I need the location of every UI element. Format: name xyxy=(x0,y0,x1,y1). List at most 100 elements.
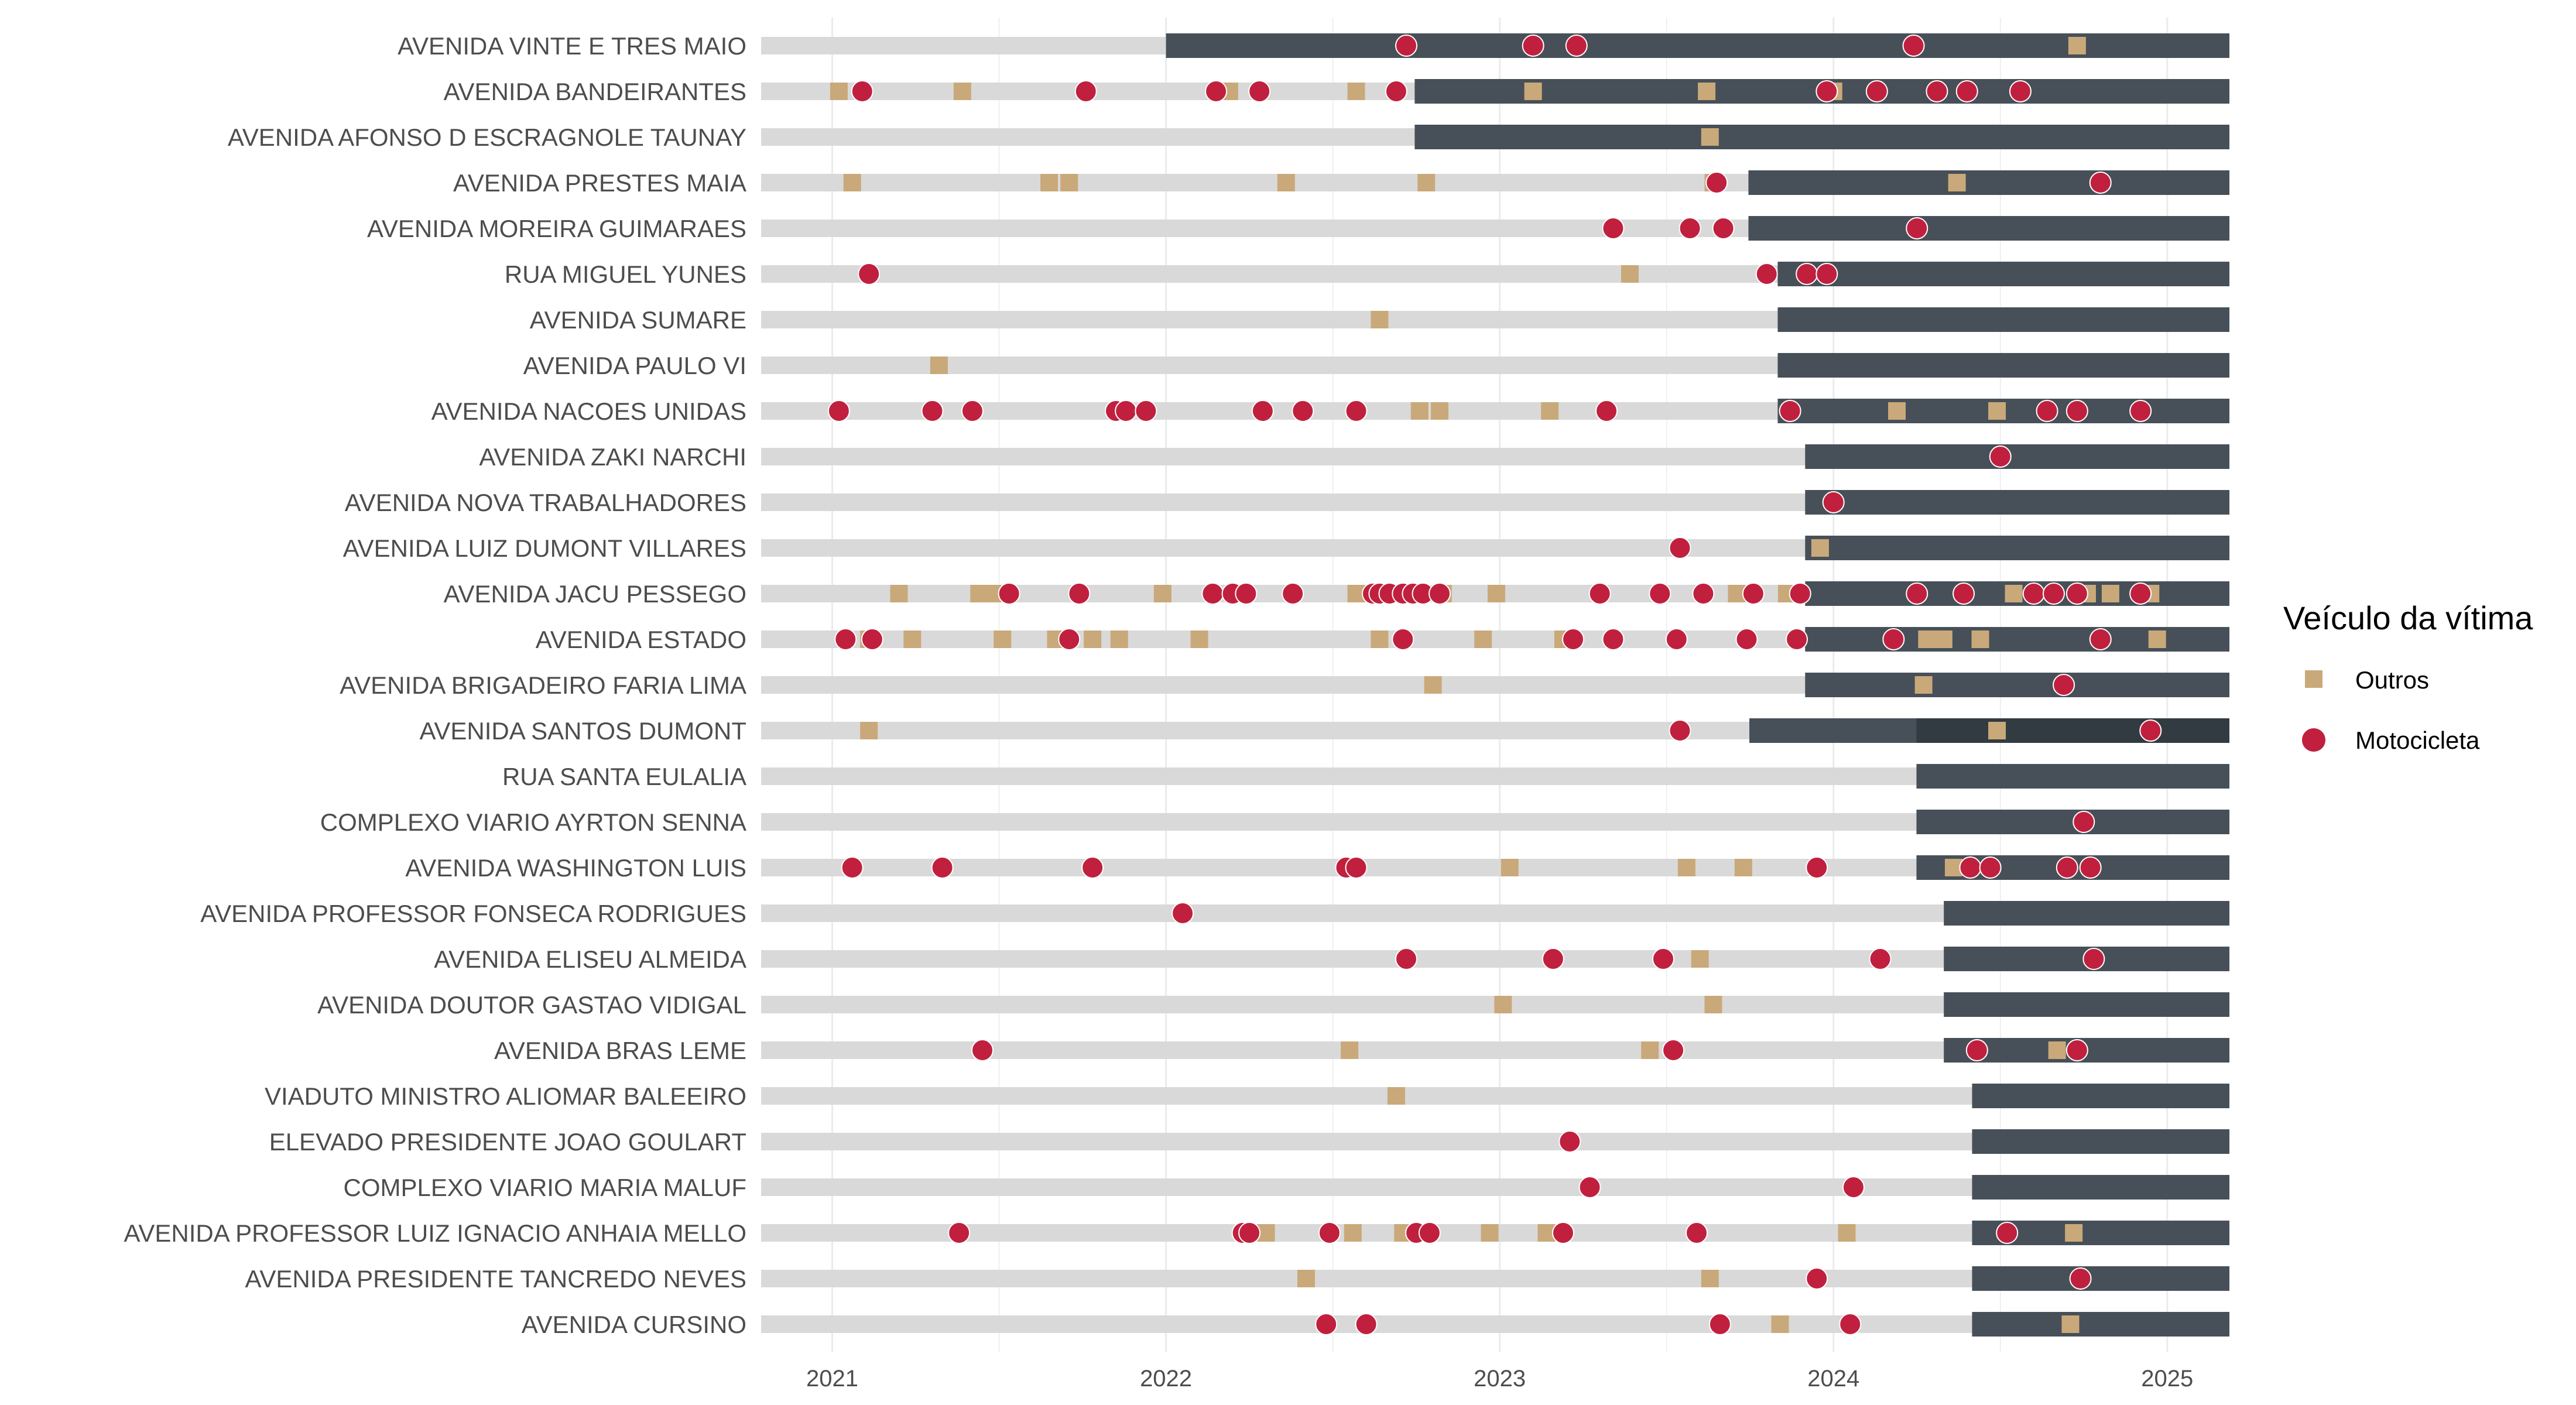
point-moto xyxy=(1952,582,1975,605)
point-moto xyxy=(1806,856,1828,879)
point-outros xyxy=(1371,630,1389,648)
point-moto xyxy=(1385,80,1407,102)
point-moto xyxy=(2065,582,2088,605)
point-moto xyxy=(1806,1267,1828,1290)
point-outros xyxy=(1701,128,1719,146)
point-outros xyxy=(1621,265,1639,283)
point-moto xyxy=(1692,582,1715,605)
point-moto xyxy=(1068,582,1091,605)
point-moto xyxy=(1755,263,1778,285)
point-moto xyxy=(1135,400,1157,422)
point-moto xyxy=(1842,1176,1865,1198)
point-outros xyxy=(1084,630,1102,648)
point-outros xyxy=(1988,722,2006,739)
point-outros xyxy=(1698,83,1716,100)
x-tick-label: 2025 xyxy=(2141,1366,2193,1392)
point-moto xyxy=(2009,80,2032,102)
point-moto xyxy=(2089,172,2112,194)
street-label: AVENIDA MOREIRA GUIMARAES xyxy=(367,215,746,242)
point-moto xyxy=(1906,582,1928,605)
bar-after xyxy=(1777,307,2229,332)
legend-key-moto xyxy=(2301,727,2327,753)
point-outros xyxy=(2065,1224,2083,1242)
bar-after xyxy=(1972,1175,2229,1200)
point-moto xyxy=(2053,674,2075,696)
point-moto xyxy=(1979,856,2002,879)
bar-after xyxy=(1805,490,2229,515)
point-moto xyxy=(1996,1222,2019,1244)
legend: Veículo da vítima Outros Motocicleta xyxy=(2283,599,2533,754)
point-moto xyxy=(1789,582,1811,605)
legend-title: Veículo da vítima xyxy=(2283,599,2533,636)
point-moto xyxy=(2082,948,2105,970)
street-label: AVENIDA NOVA TRABALHADORES xyxy=(345,489,746,516)
legend-key-outros xyxy=(2305,670,2322,688)
point-moto xyxy=(1602,217,1625,239)
point-moto xyxy=(1238,1222,1261,1244)
point-moto xyxy=(1588,582,1611,605)
street-label: AVENIDA VINTE E TRES MAIO xyxy=(398,32,746,60)
street-label: AVENIDA JACU PESSEGO xyxy=(444,580,746,608)
point-outros xyxy=(1734,859,1752,876)
point-outros xyxy=(1153,585,1171,602)
point-outros xyxy=(2101,585,2119,602)
point-moto xyxy=(861,628,883,650)
point-moto xyxy=(1282,582,1304,605)
point-moto xyxy=(1418,1222,1441,1244)
point-moto xyxy=(858,263,881,285)
point-moto xyxy=(1926,80,1948,102)
street-label: AVENIDA LUIZ DUMONT VILLARES xyxy=(343,534,746,562)
street-label: AVENIDA PRESTES MAIA xyxy=(453,169,746,197)
point-outros xyxy=(2005,585,2023,602)
street-label: COMPLEXO VIARIO AYRTON SENNA xyxy=(320,808,746,836)
point-moto xyxy=(1345,856,1368,879)
point-outros xyxy=(2148,630,2166,648)
x-tick-labels: 2021 2022 2023 2024 2025 xyxy=(806,1366,2193,1392)
point-moto xyxy=(1205,80,1228,102)
point-moto xyxy=(931,856,954,879)
point-outros xyxy=(1811,539,1829,557)
point-moto xyxy=(1565,35,1588,57)
point-moto xyxy=(1669,719,1691,742)
point-moto xyxy=(1562,628,1585,650)
point-outros xyxy=(1971,630,1989,648)
bar-overlap xyxy=(1916,718,2229,743)
point-outros xyxy=(1190,630,1208,648)
point-moto xyxy=(1248,80,1271,102)
point-outros xyxy=(1371,311,1389,328)
point-outros xyxy=(890,585,908,602)
incident-points xyxy=(827,35,2166,1335)
point-moto xyxy=(1685,1222,1708,1244)
point-outros xyxy=(2068,37,2086,54)
point-moto xyxy=(1708,1313,1731,1335)
point-moto xyxy=(2079,856,2102,879)
point-moto xyxy=(998,582,1020,605)
point-moto xyxy=(1815,263,1838,285)
point-outros xyxy=(1481,1224,1499,1242)
point-outros xyxy=(1677,859,1695,876)
street-label: AVENIDA ZAKI NARCHI xyxy=(479,443,746,471)
point-outros xyxy=(1417,174,1436,191)
point-outros xyxy=(1487,585,1505,602)
point-moto xyxy=(1115,400,1138,422)
point-moto xyxy=(1865,80,1888,102)
bar-after xyxy=(1972,1266,2229,1291)
point-moto xyxy=(1779,400,1801,422)
point-outros xyxy=(1918,630,1936,648)
point-outros xyxy=(1914,676,1933,694)
point-moto xyxy=(1662,1039,1685,1061)
point-moto xyxy=(1815,80,1838,102)
point-moto xyxy=(2042,582,2065,605)
point-moto xyxy=(851,80,873,102)
point-moto xyxy=(834,628,857,650)
street-bars xyxy=(761,33,2229,1337)
point-moto xyxy=(1201,582,1224,605)
point-outros xyxy=(1838,1224,1856,1242)
point-moto xyxy=(1171,902,1194,924)
bar-after xyxy=(1166,33,2229,58)
x-tick-label: 2021 xyxy=(806,1366,858,1392)
point-moto xyxy=(2089,628,2112,650)
point-moto xyxy=(1595,400,1618,422)
point-moto xyxy=(1665,628,1688,650)
legend-label-moto: Motocicleta xyxy=(2355,727,2480,754)
